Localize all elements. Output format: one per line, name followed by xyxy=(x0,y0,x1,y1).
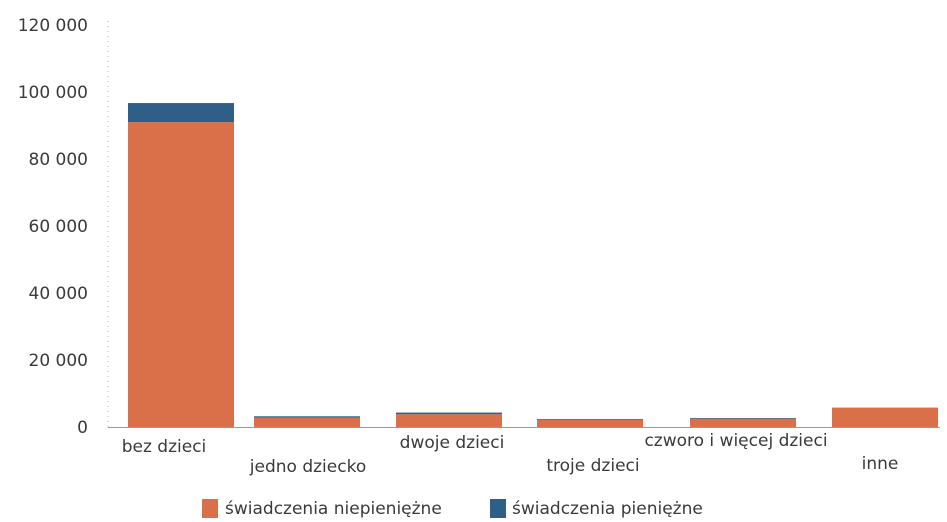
bar-monetary xyxy=(537,419,643,420)
bar-non-monetary xyxy=(690,419,796,427)
y-tick-label: 100 000 xyxy=(18,83,88,103)
bar-monetary xyxy=(254,416,360,417)
bar-monetary xyxy=(128,103,234,122)
legend: świadczenia niepieniężne świadczenia pien… xyxy=(202,499,703,519)
bar-monetary xyxy=(396,413,502,415)
x-category-label: czworo i więcej dzieci xyxy=(644,431,827,451)
bars xyxy=(128,103,938,427)
x-category-label: dwoje dzieci xyxy=(400,433,505,453)
y-tick-label: 60 000 xyxy=(29,217,88,237)
x-category-label: inne xyxy=(862,454,899,474)
y-tick-label: 120 000 xyxy=(18,16,88,36)
x-axis: bez dzieci jedno dziecko dwoje dzieci troje… xyxy=(108,428,940,478)
legend-swatch xyxy=(490,499,506,518)
legend-label: świadczenia pieniężne xyxy=(512,499,703,519)
bar-non-monetary xyxy=(254,418,360,427)
x-category-label: jedno dziecko xyxy=(249,457,366,477)
x-category-label: bez dzieci xyxy=(122,437,207,457)
y-tick-label: 80 000 xyxy=(29,150,88,170)
x-category-label: troje dzieci xyxy=(546,456,639,476)
y-tick-label: 0 xyxy=(77,418,88,438)
legend-swatch xyxy=(202,499,218,518)
y-axis: 0 20 000 40 000 60 000 80 000 100 000 120 000 xyxy=(18,16,108,438)
bar-non-monetary xyxy=(128,122,234,427)
legend-label: świadczenia niepieniężne xyxy=(225,499,442,519)
bar-non-monetary xyxy=(396,414,502,427)
bar-non-monetary xyxy=(537,420,643,427)
y-tick-label: 40 000 xyxy=(29,284,88,304)
bar-non-monetary xyxy=(832,408,938,427)
y-tick-label: 20 000 xyxy=(29,351,88,371)
bar-monetary xyxy=(690,418,796,419)
